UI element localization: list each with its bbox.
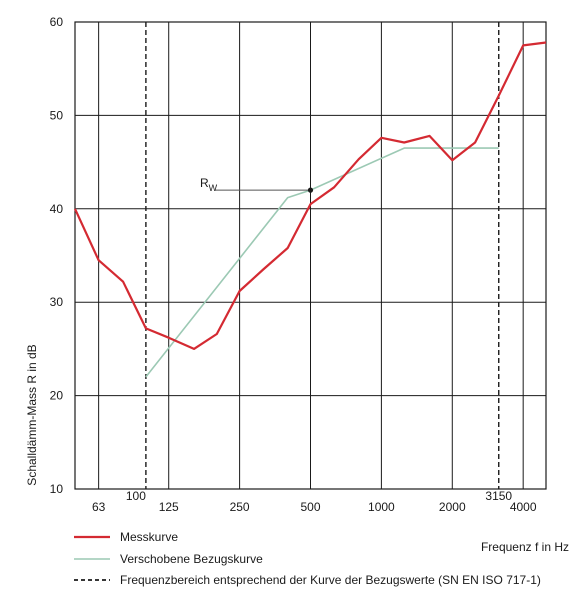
grid — [74, 21, 547, 490]
x-tick-label-upper: 100 — [126, 489, 146, 503]
series-line-bezugskurve — [145, 147, 499, 378]
y-tick-label: 50 — [50, 108, 64, 122]
x-tick-label: 2000 — [439, 500, 466, 514]
x-tick-label: 63 — [92, 500, 106, 514]
x-tick-label: 4000 — [510, 500, 537, 514]
legend: Messkurve Verschobene Bezugskurve Freque… — [74, 530, 541, 587]
legend-label-bezugskurve: Verschobene Bezugskurve — [120, 552, 263, 566]
x-tick-label-upper: 3150 — [485, 489, 512, 503]
y-axis-label: Schalldämm-Mass R in dB — [25, 344, 39, 485]
y-tick-label: 20 — [50, 389, 64, 403]
legend-label-messkurve: Messkurve — [120, 530, 178, 544]
y-tick-label: 30 — [50, 295, 64, 309]
y-tick-label: 60 — [50, 15, 64, 29]
x-tick-label: 125 — [159, 500, 179, 514]
y-tick-label: 10 — [50, 482, 64, 496]
x-tick-label: 500 — [300, 500, 320, 514]
x-tick-label: 250 — [230, 500, 250, 514]
x-axis-label: Frequenz f in Hz — [481, 540, 569, 554]
rw-annotation: RW — [200, 176, 314, 193]
legend-label-range: Frequenzbereich entsprechend der Kurve d… — [120, 573, 541, 587]
rw-point — [307, 187, 314, 193]
x-tick-label: 1000 — [368, 500, 395, 514]
y-tick-label: 40 — [50, 202, 64, 216]
series-line-messkurve — [74, 41, 547, 350]
tick-labels: 10 20 30 40 50 60 63 125 250 500 1000 2000 4000 100 31… — [50, 15, 537, 514]
rw-label: RW — [200, 176, 218, 193]
